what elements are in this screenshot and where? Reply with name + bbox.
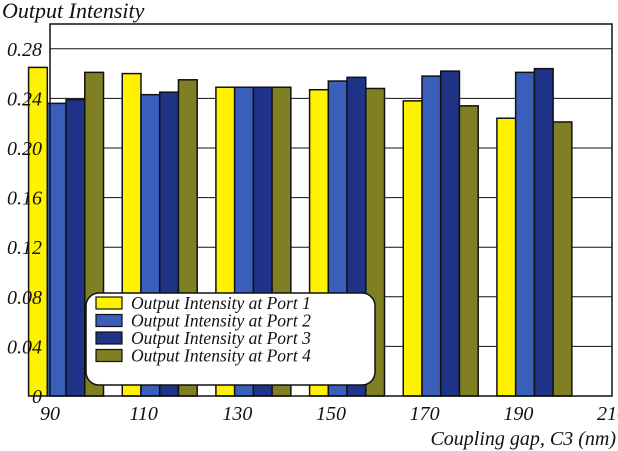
chart-title: Output Intensity [2,0,145,23]
x-tick-label: 110 [129,403,158,425]
legend-label: Output Intensity at Port 4 [131,346,311,366]
bar [552,121,573,397]
bar [496,117,517,397]
y-tick-label: 0.12 [7,237,42,259]
y-tick-label: 0.24 [7,88,42,110]
bar [402,100,423,397]
bar [533,67,554,397]
x-tick-label: 150 [316,403,346,425]
y-tick-label: 0.28 [7,39,42,61]
legend-label: Output Intensity at Port 1 [131,293,311,313]
legend-swatch [95,296,123,310]
bar [514,71,536,397]
y-tick-label: 0.16 [7,188,42,210]
legend-box [85,292,376,386]
legend-swatch [95,331,123,345]
x-tick-label: 90 [40,403,60,425]
x-axis-ticks: 90 110 130 150 170 190 210 [40,403,618,425]
x-tick-label: 170 [410,403,440,425]
legend-label: Output Intensity at Port 3 [131,328,311,348]
x-tick-label: 210 [597,403,618,425]
y-tick-label: 0.04 [7,336,42,358]
y-tick-label: 0.08 [7,287,42,309]
bar [421,75,442,397]
legend-swatch [95,348,123,363]
legend-swatch [95,313,123,328]
x-tick-label: 130 [222,403,252,425]
y-tick-label: 0.20 [7,138,42,160]
bar [458,105,479,397]
plot-frame [49,23,613,397]
bar [439,70,461,397]
x-tick-label: 190 [503,403,533,425]
legend-label: Output Intensity at Port 2 [131,311,311,331]
bar [65,98,86,397]
y-axis-ticks: 0 0.04 0.08 0.12 0.16 0.20 0.24 0.28 [7,39,42,408]
y-tick-label: 0 [32,386,42,408]
x-axis-label: Coupling gap, C3 (nm) [430,428,616,450]
